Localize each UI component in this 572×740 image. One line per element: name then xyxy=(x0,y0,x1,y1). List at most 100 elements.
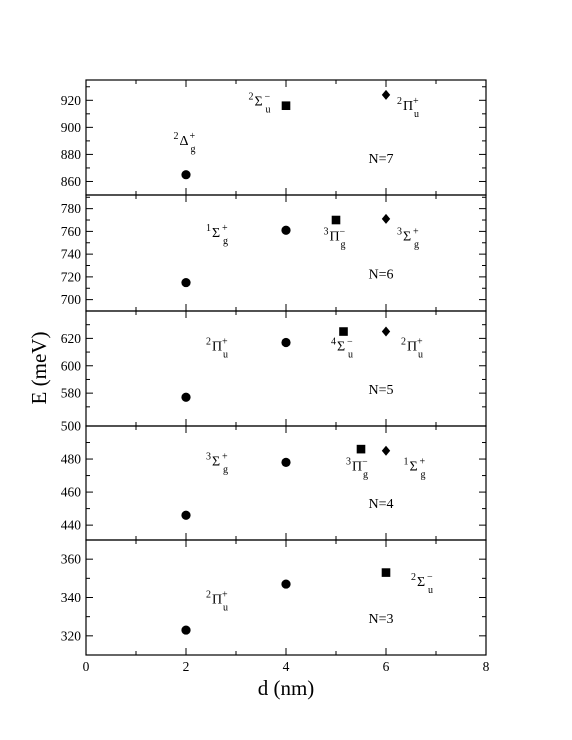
data-point-circle xyxy=(181,170,191,180)
term-multiplicity: 3 xyxy=(346,457,351,468)
term-label: 2 Π + u xyxy=(397,96,419,120)
term-multiplicity: 4 xyxy=(331,337,336,348)
term-parity: − xyxy=(265,92,271,103)
y-axis-label: E (meV) xyxy=(27,332,51,405)
data-point-diamond xyxy=(381,445,391,456)
term-multiplicity: 2 xyxy=(397,96,402,107)
y-tick-label: 600 xyxy=(61,358,82,373)
term-symbol: Σ xyxy=(212,226,220,241)
term-parity: + xyxy=(222,589,228,600)
term-multiplicity: 2 xyxy=(249,92,254,103)
term-parity: + xyxy=(190,131,196,142)
term-multiplicity: 1 xyxy=(404,457,409,468)
term-label: 4 Σ − u xyxy=(331,337,353,361)
y-tick-label: 580 xyxy=(61,386,82,401)
n-label: N=5 xyxy=(369,383,394,398)
data-point-circle xyxy=(281,225,291,235)
term-symmetry: u xyxy=(266,105,271,116)
term-label: 3 Σ + g xyxy=(397,226,419,250)
term-label: 2 Σ − u xyxy=(249,92,271,116)
term-parity: + xyxy=(222,452,228,463)
data-point-diamond xyxy=(381,89,391,100)
term-parity: − xyxy=(427,572,433,583)
term-multiplicity: 3 xyxy=(324,226,329,237)
y-tick-label: 620 xyxy=(61,331,82,346)
term-parity: + xyxy=(222,337,228,348)
data-point-circle xyxy=(281,579,291,589)
y-tick-label: 440 xyxy=(61,518,82,533)
term-parity: − xyxy=(362,457,368,468)
y-tick-label: 340 xyxy=(61,590,82,605)
term-symbol: Σ xyxy=(403,229,411,244)
y-tick-label: 700 xyxy=(61,292,82,307)
x-tick-label: 2 xyxy=(183,659,190,674)
data-point-square xyxy=(281,101,291,111)
y-tick-label: 720 xyxy=(61,269,82,284)
term-symbol: Σ xyxy=(255,95,263,110)
term-parity: + xyxy=(413,96,419,107)
term-symbol: Σ xyxy=(417,575,425,590)
term-symbol: Π xyxy=(330,229,340,244)
term-multiplicity: 1 xyxy=(206,223,211,234)
term-label: 2 Σ − u xyxy=(411,572,433,596)
x-tick-label: 0 xyxy=(83,659,90,674)
data-point-circle xyxy=(281,337,291,348)
data-point-square xyxy=(339,327,348,336)
x-tick-label: 8 xyxy=(483,659,490,674)
term-symbol: Σ xyxy=(410,460,418,475)
data-point-circle xyxy=(181,392,191,402)
y-tick-label: 760 xyxy=(61,224,82,239)
y-tick-label: 860 xyxy=(61,174,82,189)
term-parity: − xyxy=(347,337,353,348)
data-point-circle xyxy=(281,457,291,467)
term-symmetry: g xyxy=(421,470,426,481)
x-tick-label: 6 xyxy=(383,659,390,674)
term-label: 3 Π − g xyxy=(346,457,368,481)
term-parity: + xyxy=(417,337,423,348)
term-symmetry: u xyxy=(223,350,228,361)
term-multiplicity: 2 xyxy=(206,589,211,600)
data-point-circle xyxy=(181,510,191,520)
y-tick-label: 480 xyxy=(61,452,82,467)
term-symmetry: u xyxy=(414,109,419,120)
term-symbol: Δ xyxy=(180,134,189,149)
x-axis-label: d (nm) xyxy=(258,676,315,700)
panel-frame xyxy=(85,194,487,312)
term-multiplicity: 2 xyxy=(411,572,416,583)
term-multiplicity: 2 xyxy=(174,131,179,142)
n-label: N=3 xyxy=(369,612,394,627)
data-point-circle xyxy=(181,625,191,635)
data-point-diamond xyxy=(381,326,391,337)
term-symbol: Σ xyxy=(212,455,220,470)
y-tick-label: 500 xyxy=(61,419,82,434)
term-label: 2 Δ + g xyxy=(174,131,196,155)
x-axis: 0 2 4 6 8 xyxy=(83,659,490,674)
y-tick-label: 880 xyxy=(61,147,82,162)
term-parity: − xyxy=(340,226,346,237)
term-symmetry: u xyxy=(428,585,433,596)
n-label: N=4 xyxy=(369,497,394,512)
term-label: 1 Σ + g xyxy=(206,223,228,247)
term-symmetry: g xyxy=(223,465,228,476)
term-symbol: Π xyxy=(407,340,417,355)
y-tick-label: 360 xyxy=(61,552,82,567)
data-point-circle xyxy=(181,277,191,288)
data-point-diamond xyxy=(381,213,391,224)
panel-frame xyxy=(85,539,487,656)
term-parity: + xyxy=(413,226,419,237)
term-label: 1 Σ + g xyxy=(404,457,426,481)
y-tick-label: 320 xyxy=(61,628,82,643)
term-multiplicity: 3 xyxy=(397,226,402,237)
y-tick-label: 900 xyxy=(61,120,82,135)
x-tick-label: 4 xyxy=(283,659,290,674)
y-tick-label: 740 xyxy=(61,247,82,262)
term-parity: + xyxy=(222,223,228,234)
term-symmetry: g xyxy=(341,239,346,250)
term-label: 2 Π + u xyxy=(206,589,228,613)
